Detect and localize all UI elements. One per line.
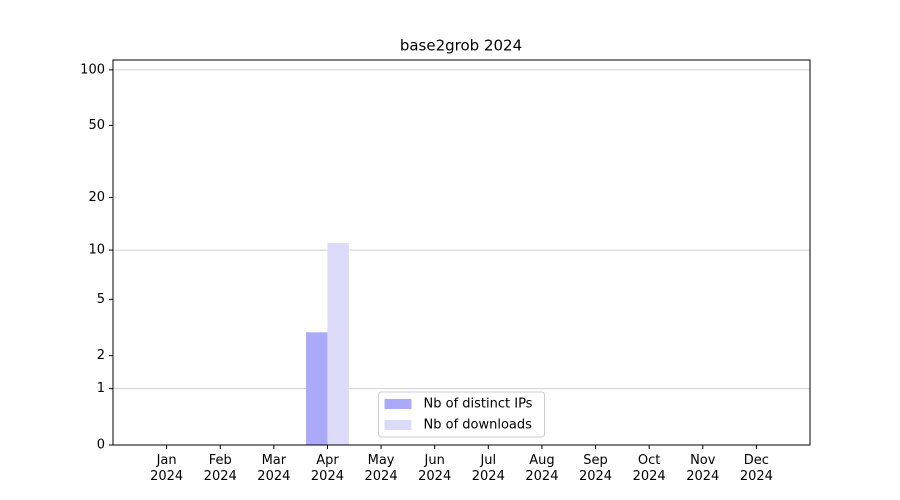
y-tick-label: 20 xyxy=(88,190,105,205)
x-tick-label: Jun 2024 xyxy=(418,453,452,484)
x-tick-label: May 2024 xyxy=(364,453,398,484)
x-tick-label: Apr 2024 xyxy=(310,453,344,484)
chart-title: base2grob 2024 xyxy=(400,37,522,55)
bar xyxy=(306,332,328,445)
plot-frame xyxy=(112,59,811,446)
legend: Nb of distinct IPs Nb of downloads xyxy=(378,391,545,438)
x-tick-label: Sep 2024 xyxy=(578,453,613,484)
y-tick-label: 1 xyxy=(97,381,105,396)
y-tick-label: 2 xyxy=(97,348,105,363)
x-tick-label: Dec 2024 xyxy=(739,453,773,484)
x-tick-label: Jan 2024 xyxy=(150,453,184,484)
bar xyxy=(327,243,349,445)
legend-label: Nb of distinct IPs xyxy=(424,397,533,412)
x-tick-label: Mar 2024 xyxy=(257,453,291,484)
x-tick-label: Aug 2024 xyxy=(525,453,559,484)
legend-label: Nb of downloads xyxy=(424,418,533,433)
y-tick-label: 5 xyxy=(97,292,105,307)
legend-box xyxy=(378,391,545,438)
y-tick-label: 0 xyxy=(97,438,105,453)
x-tick-label: Oct 2024 xyxy=(632,453,666,484)
x-tick-label: Feb 2024 xyxy=(203,453,237,484)
x-tick-label: Jul 2024 xyxy=(471,453,505,484)
y-tick-label: 50 xyxy=(88,118,105,133)
legend-swatch xyxy=(384,399,412,409)
y-tick-label: 10 xyxy=(88,243,105,258)
y-tick-label: 100 xyxy=(80,62,105,77)
x-tick-label: Nov 2024 xyxy=(686,453,720,484)
legend-swatch xyxy=(384,420,412,430)
